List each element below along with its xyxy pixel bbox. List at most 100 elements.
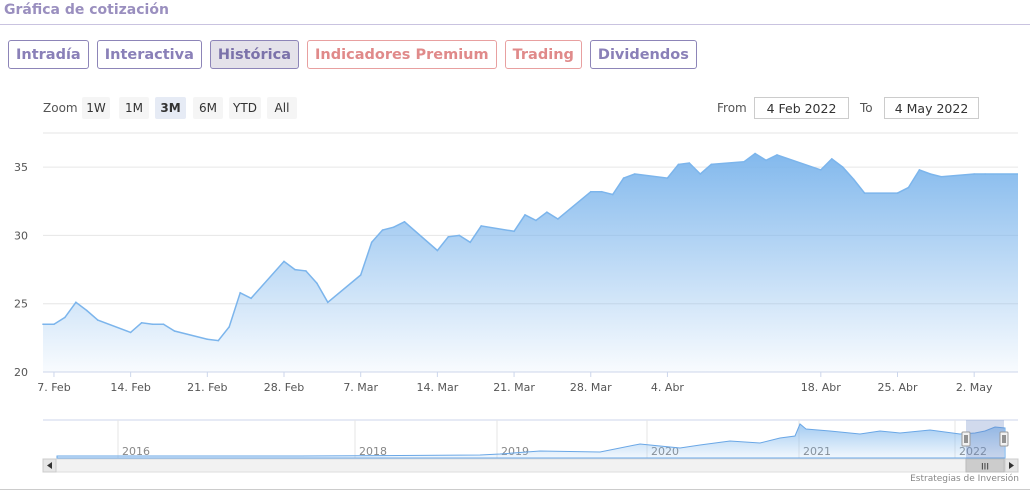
price-point [940, 175, 943, 178]
y-tick-label: 35 [14, 161, 28, 174]
price-point [765, 159, 767, 162]
x-tick-label: 21. Feb [187, 381, 227, 394]
price-point [206, 338, 209, 341]
price-point [841, 166, 844, 168]
navigator-left-handle[interactable] [961, 431, 971, 447]
price-point [820, 169, 822, 171]
zoom-all-button[interactable]: All [267, 97, 297, 119]
price-point [359, 274, 362, 276]
zoom-ytd-button[interactable]: YTD [229, 97, 261, 119]
price-point [677, 163, 680, 166]
price-point [710, 163, 713, 166]
x-tick-label: 25. Abr [877, 381, 917, 394]
navigator-year-label: 2018 [359, 445, 387, 458]
scrollbar-grip: III [981, 463, 989, 473]
price-point [546, 211, 548, 213]
price-point [896, 192, 899, 194]
price-point [316, 282, 318, 285]
x-tick-label: 14. Mar [417, 381, 459, 394]
price-point [140, 322, 143, 324]
chart-tabs: Intradía Interactiva Histórica Indicador… [8, 40, 705, 69]
tab-trading[interactable]: Trading [504, 40, 582, 69]
y-tick-label: 20 [14, 366, 28, 379]
price-point [743, 160, 745, 163]
price-point [776, 154, 778, 156]
from-label: From [717, 101, 747, 115]
tab-intradia[interactable]: Intradía [8, 40, 89, 69]
price-point [86, 309, 88, 312]
price-point [228, 326, 230, 328]
chart-credit: Estrategias de Inversión [910, 474, 1019, 484]
price-point [831, 158, 833, 160]
price-point [217, 339, 220, 342]
page-title: Gráfica de cotización [4, 2, 169, 18]
price-point [53, 323, 55, 326]
price-point [984, 173, 986, 175]
zoom-1m-button[interactable]: 1M [119, 97, 149, 119]
navigator-year-label: 2016 [122, 445, 150, 458]
price-point [688, 162, 691, 164]
x-tick-label: 21. Mar [493, 381, 535, 394]
price-point [633, 173, 636, 175]
price-point [535, 219, 537, 222]
y-tick-label: 25 [14, 298, 28, 311]
price-point [557, 218, 559, 220]
price-point [327, 301, 329, 304]
price-point [918, 169, 921, 171]
price-point [75, 301, 77, 304]
bottom-divider [0, 489, 1030, 490]
y-tick-label: 30 [14, 229, 28, 242]
price-point [97, 319, 99, 321]
price-point [458, 234, 461, 237]
price-point [381, 229, 384, 231]
zoom-3m-button[interactable]: 3M [155, 97, 186, 119]
x-tick-label: 18. Abr [801, 381, 841, 394]
price-point [754, 152, 756, 155]
tab-indicadores-premium[interactable]: Indicadores Premium [307, 40, 497, 69]
price-point [173, 330, 176, 332]
price-point [392, 226, 395, 228]
price-point [469, 241, 472, 244]
tab-interactiva[interactable]: Interactiva [96, 40, 202, 69]
x-tick-label: 7. Feb [37, 381, 70, 394]
zoom-6m-button[interactable]: 6M [193, 97, 223, 119]
price-point [699, 173, 702, 175]
price-point [611, 193, 614, 196]
price-point [64, 316, 66, 319]
price-point [480, 225, 483, 227]
tab-historica[interactable]: Histórica [209, 40, 300, 69]
to-date-input[interactable]: 4 May 2022 [884, 97, 979, 119]
price-point [294, 268, 296, 271]
price-point [42, 323, 44, 326]
navigator-right-handle[interactable] [999, 431, 1009, 447]
price-point [590, 190, 592, 193]
price-point [403, 221, 406, 223]
navigator-series [56, 423, 1006, 459]
price-point [305, 270, 307, 272]
arrow-left-icon [47, 462, 52, 469]
zoom-label: Zoom [43, 101, 78, 115]
navigator-scrollbar-track[interactable] [42, 458, 1019, 473]
from-date-input[interactable]: 4 Feb 2022 [754, 97, 849, 119]
price-point [666, 177, 669, 179]
scrollbar-thumb[interactable] [965, 458, 1005, 473]
price-point [162, 323, 165, 326]
x-tick-label: 14. Feb [110, 381, 150, 394]
zoom-1w-button[interactable]: 1W [82, 97, 110, 119]
arrow-right-icon [1009, 462, 1014, 469]
price-point [447, 236, 450, 238]
price-point [973, 173, 975, 175]
price-point [863, 192, 866, 194]
x-tick-label: 2. May [956, 381, 993, 394]
price-point [513, 230, 515, 233]
tab-dividendos[interactable]: Dividendos [589, 40, 697, 69]
price-point [852, 178, 855, 181]
price-point [283, 260, 285, 263]
price-point [600, 190, 603, 193]
x-tick-label: 28. Feb [264, 381, 304, 394]
price-point [151, 323, 154, 326]
navigator-selection[interactable] [966, 420, 1004, 458]
price-point [129, 331, 132, 334]
price-point [622, 177, 625, 179]
